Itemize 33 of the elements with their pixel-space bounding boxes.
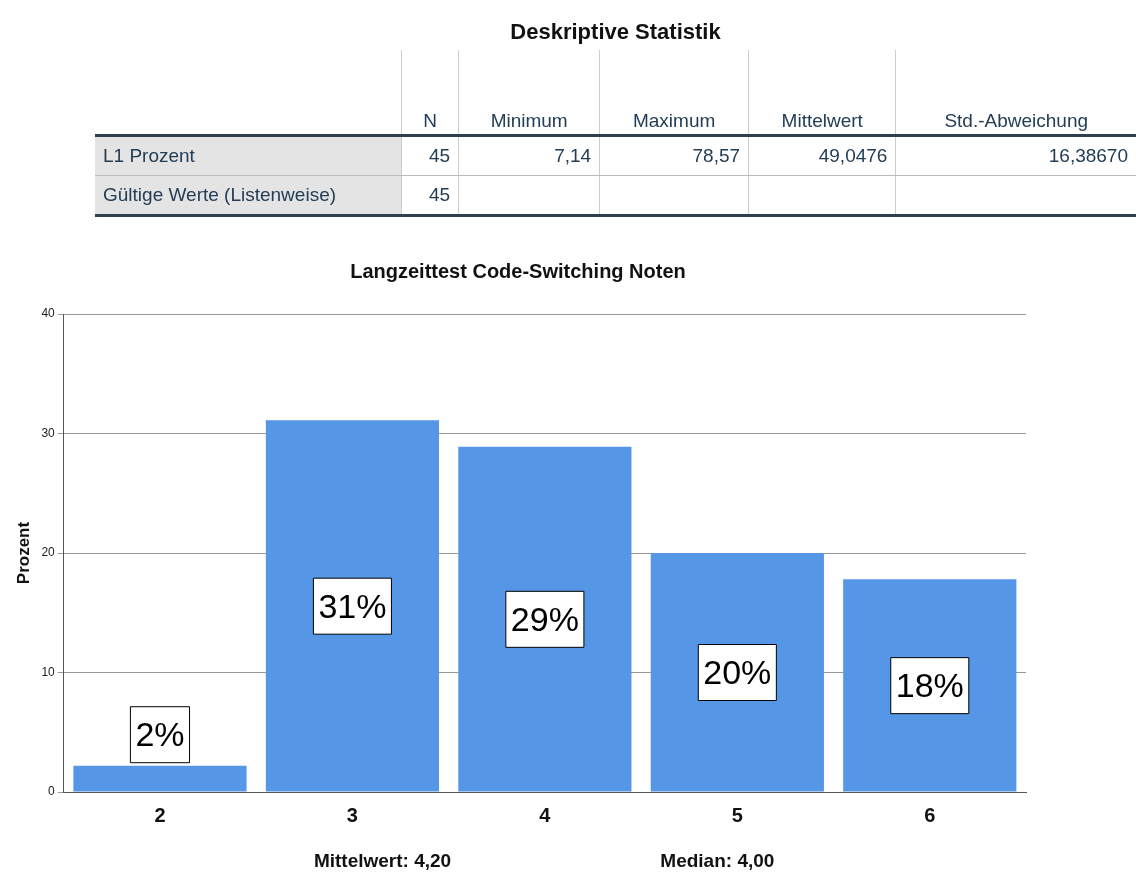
text: Gültige Werte (Listenweise) [95,175,402,216]
data-label: 29% [510,599,579,638]
text: Mittelwert [748,50,896,136]
text: 45 [401,175,459,216]
x-tick-label: 2 [154,803,166,826]
x-tick-label: 3 [346,803,358,826]
text: 78,57 [599,135,749,176]
data-label: 18% [895,666,964,705]
x-tick-label: 4 [539,803,552,826]
text: Minimum [458,50,600,136]
text: Maximum [599,50,749,136]
text: L1 Prozent [95,135,402,176]
text: Median: 4,00 [660,850,775,872]
text: 49,0476 [748,135,896,176]
data-label: 2% [135,715,185,754]
text: N [401,50,459,136]
text: 16,38670 [895,135,1136,176]
y-tick-label: 0 [48,784,56,799]
text: Std.-Abweichung [895,50,1136,136]
data-label: 20% [703,652,772,691]
text: 7,14 [458,135,600,176]
text: Deskriptive Statistik [509,18,722,46]
data-label: 31% [318,586,387,625]
chart-title: Langzeittest Code-Switching Noten [350,259,686,282]
x-tick-label: 6 [924,803,936,826]
text: 45 [401,135,459,176]
y-axis-title: Prozent [13,521,33,585]
text: Mittelwert: 4,20 [313,850,452,872]
y-tick-label: 40 [41,306,56,321]
y-tick-label: 30 [41,425,56,440]
y-tick-label: 10 [41,664,56,679]
x-tick-label: 5 [731,803,743,826]
y-tick-label: 20 [41,545,56,560]
